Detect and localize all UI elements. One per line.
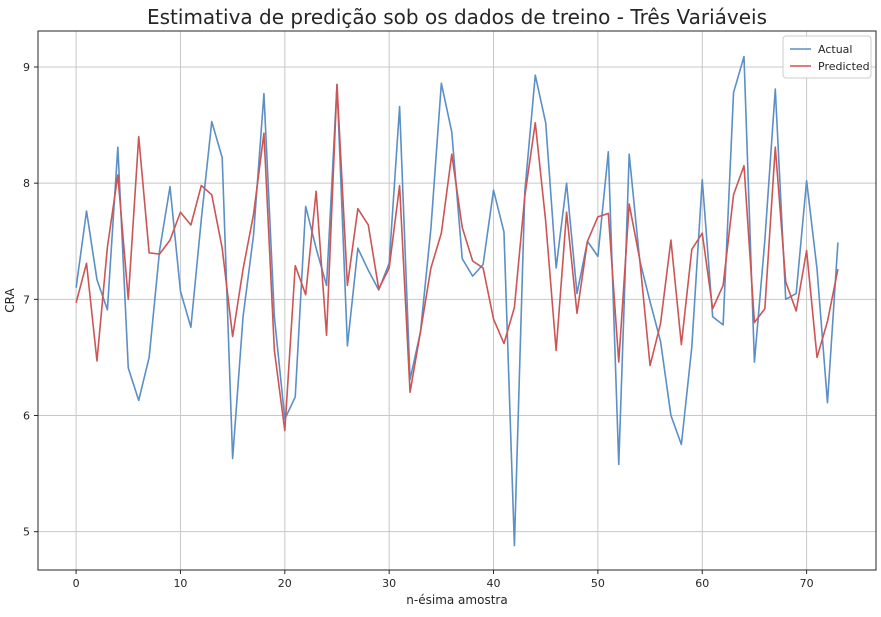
y-tick-label: 6 [23, 410, 30, 423]
y-axis-label: CRA [3, 287, 17, 312]
legend-label-predicted: Predicted [818, 60, 870, 73]
x-tick-label: 10 [173, 577, 187, 590]
legend: Actual Predicted [782, 35, 872, 79]
axis-ticks: 0 10 20 30 40 50 60 70 5 6 7 8 9 [23, 61, 814, 590]
y-tick-label: 7 [23, 293, 30, 306]
grid [38, 31, 876, 570]
x-axis-label: n-ésima amostra [406, 593, 507, 607]
x-tick-label: 70 [800, 577, 814, 590]
series-line-predicted [75, 83, 839, 432]
x-tick-label: 60 [695, 577, 709, 590]
x-tick-label: 30 [382, 577, 396, 590]
legend-label-actual: Actual [818, 43, 852, 56]
plot-frame [37, 30, 877, 571]
y-tick-label: 8 [23, 177, 30, 190]
x-tick-label: 20 [278, 577, 292, 590]
legend-box [782, 35, 872, 79]
y-tick-label: 9 [23, 61, 30, 74]
series-lines [75, 55, 839, 547]
chart-title: Estimativa de predição sob os dados de t… [147, 5, 767, 29]
y-tick-label: 5 [23, 526, 30, 539]
x-tick-label: 50 [591, 577, 605, 590]
x-tick-label: 0 [73, 577, 80, 590]
x-tick-label: 40 [487, 577, 501, 590]
